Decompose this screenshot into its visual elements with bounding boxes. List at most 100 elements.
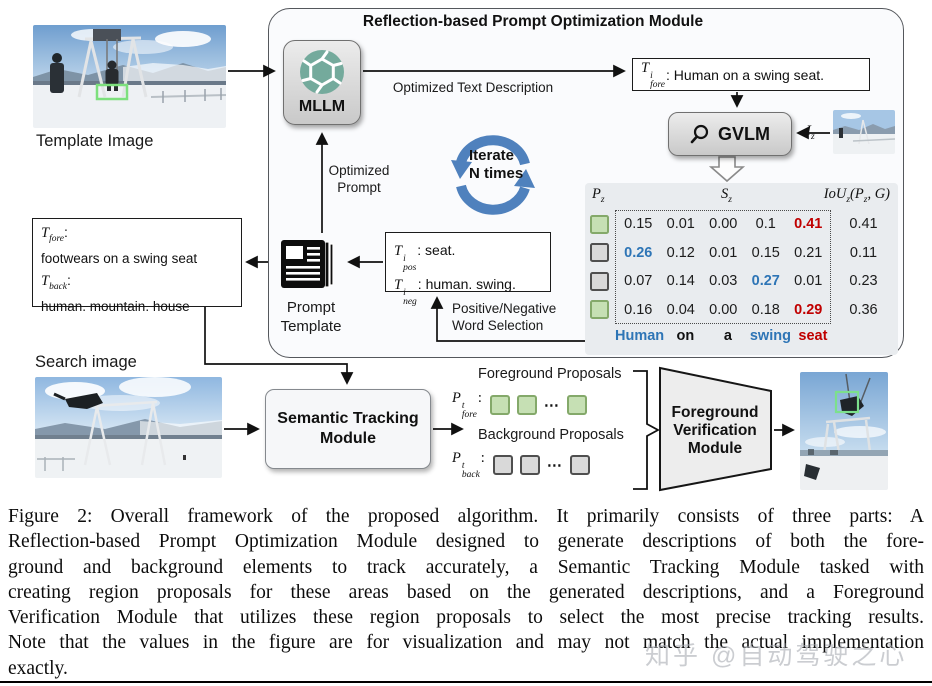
template-groundtruth-bbox	[95, 83, 129, 101]
similarity-score: 0.03	[709, 273, 738, 290]
similarity-score: 0.01	[709, 244, 738, 261]
bottom-rule	[0, 681, 932, 684]
similarity-score: 0.04	[666, 301, 695, 318]
similarity-score: 0.15	[751, 244, 780, 261]
magnifier-icon	[690, 124, 709, 144]
score-grid-frame	[615, 210, 831, 324]
background-proposals-label: Background Proposals	[478, 427, 624, 443]
tracking-result-photo	[800, 372, 888, 490]
similarity-score: 0.18	[751, 301, 780, 318]
caption-line: Note that the values in the figure are f…	[8, 632, 924, 654]
caption-line: creating region proposals for these area…	[8, 581, 924, 603]
similarity-score: 0.27	[751, 273, 780, 290]
similarity-score: 0.12	[666, 244, 695, 261]
result-tracking-bbox	[834, 390, 860, 414]
similarity-score: 0.00	[709, 216, 738, 233]
search-image-photo	[35, 377, 222, 478]
similarity-score: 0.16	[624, 301, 653, 318]
sentence-word: seat	[798, 328, 828, 344]
similarity-score: 0.26	[624, 244, 653, 261]
initial-description-box: Tfore: footwears on a swing seat Tback: …	[32, 218, 242, 314]
query-image-thumbnail	[833, 110, 895, 154]
caption-line: exactly.	[8, 657, 68, 679]
background-proposal-box	[492, 454, 513, 475]
foreground-verification-module-label: Foreground Verification Module	[671, 404, 759, 457]
gvlm-score-table: Pz Sz IoUz(Pz, G) 0.15 0.01 0.00 0.1 0.41 0.4…	[585, 183, 898, 355]
proposals-bracket	[633, 370, 660, 490]
word-selection-label: Positive/Negative Word Selection	[452, 301, 557, 333]
background-proposal-box	[519, 454, 540, 475]
similarity-score: 0.1	[755, 216, 776, 233]
gvlm-sentence: Human on a swing seat	[615, 328, 834, 344]
mllm-box: MLLM	[283, 40, 361, 125]
similarity-score: 0.01	[794, 273, 823, 290]
optimized-prompt-label: Optimized Prompt	[328, 163, 390, 195]
foreground-proposal-box	[516, 394, 537, 415]
caption-line: Reflection-based Prompt Optimization Mod…	[8, 531, 924, 553]
openai-logo-icon	[300, 50, 344, 94]
caption-line: Figure 2: Overall framework of the propo…	[8, 506, 924, 527]
gvlm-box: GVLM	[668, 112, 792, 156]
similarity-score: 0.07	[624, 273, 653, 290]
table-header-row: Pz Sz IoUz(Pz, G)	[585, 186, 898, 206]
header-IoU: IoUz(Pz, G)	[823, 186, 890, 205]
sentence-word: a	[723, 328, 732, 344]
prompt-template-label: Prompt Template	[280, 299, 342, 335]
math-T-back-left: Tback	[41, 272, 68, 292]
iou-score: 0.41	[849, 216, 878, 233]
score-row: 0.26 0.12 0.01 0.15 0.21 0.11	[585, 239, 898, 268]
header-Pz: Pz	[592, 186, 605, 205]
similarity-score: 0.15	[624, 216, 653, 233]
fore-description-text: footwears on a swing seat	[41, 251, 198, 267]
sentence-word: Human	[615, 328, 665, 344]
proposal-swatch	[590, 300, 609, 320]
prompt-template-icon	[281, 240, 334, 288]
template-image-label: Template Image	[36, 132, 154, 150]
iou-score: 0.36	[849, 301, 878, 318]
gvlm-score-rows: 0.15 0.01 0.00 0.1 0.41 0.41 0.26 0.12 0.01 0.15 0…	[585, 210, 898, 324]
proposal-swatch	[590, 271, 609, 291]
mllm-label: MLLM	[298, 98, 346, 115]
iterate-cycle-icon	[451, 135, 535, 215]
module-title: Reflection-based Prompt Optimization Mod…	[362, 13, 704, 30]
math-T-fore-left: Tfore	[41, 225, 65, 244]
iou-score: 0.23	[849, 273, 878, 290]
caption-line: Verification Module that utilizes these …	[8, 607, 924, 629]
score-row: 0.15 0.01 0.00 0.1 0.41 0.41	[585, 210, 898, 239]
score-row: 0.16 0.04 0.00 0.18 0.29 0.36	[585, 296, 898, 325]
background-proposal-box	[569, 454, 590, 475]
sentence-word: swing	[749, 328, 791, 344]
sentence-word: on	[676, 328, 695, 344]
similarity-score: 0.41	[794, 216, 823, 233]
ellipsis: ⋯	[543, 396, 560, 414]
similarity-score: 0.14	[666, 273, 695, 290]
proposal-swatch	[590, 243, 609, 263]
ellipsis: ⋯	[546, 456, 563, 474]
back-description-text: human. mountain. house	[41, 299, 190, 315]
optimized-text-description-label: Optimized Text Description	[392, 80, 554, 95]
semantic-tracking-module-box: Semantic Tracking Module	[265, 389, 431, 469]
gvlm-label: GVLM	[718, 123, 770, 144]
caption-line: ground and background elements to track …	[8, 556, 924, 578]
foreground-proposals-label: Foreground Proposals	[478, 366, 622, 382]
similarity-score: 0.00	[709, 301, 738, 318]
score-row: 0.07 0.14 0.03 0.27 0.01 0.23	[585, 267, 898, 296]
similarity-score: 0.29	[794, 301, 823, 318]
template-image-photo	[33, 25, 226, 128]
proposal-swatch	[590, 214, 609, 234]
foreground-proposal-box	[566, 394, 587, 415]
similarity-score: 0.21	[794, 244, 823, 261]
watermark: 知乎 @自动驾驶之心	[645, 642, 908, 670]
iou-score: 0.11	[849, 244, 878, 261]
figure-caption: Figure 2: Overall framework of the propo…	[8, 504, 924, 681]
